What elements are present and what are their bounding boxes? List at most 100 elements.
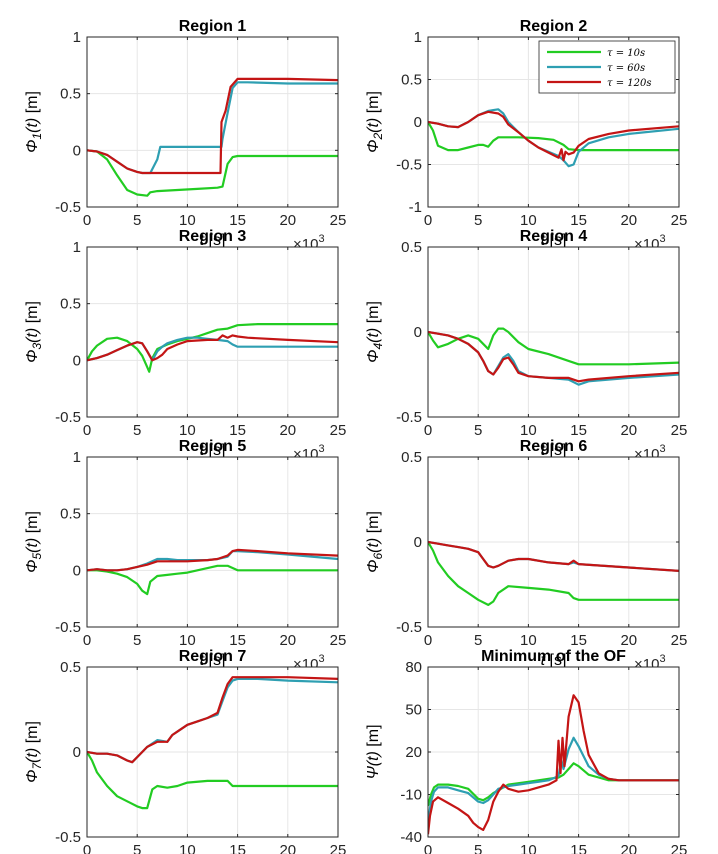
chart-title: Region 7: [179, 648, 247, 665]
y-tick-label: -40: [400, 829, 422, 846]
x-tick-label: 5: [474, 422, 482, 439]
series-line-tau-120s: [87, 548, 338, 572]
series-line-tau-10s: [87, 564, 338, 596]
x-tick-label: 0: [83, 842, 91, 854]
y-tick-label: 0: [73, 744, 81, 761]
x-axis-label: t [s]: [200, 232, 226, 249]
x-tick-label: 10: [179, 212, 196, 229]
x-tick-label: 0: [424, 842, 432, 854]
axes-box: [427, 666, 680, 838]
x-tick-label: 5: [133, 422, 141, 439]
series-line-tau-120s: [87, 676, 338, 764]
y-axis-label: Φ6(t) [m]: [365, 511, 385, 573]
x-tick-label: 15: [229, 422, 246, 439]
y-tick-label: 50: [405, 702, 422, 719]
series-line-tau-120s: [428, 540, 679, 572]
x-tick-label: 10: [520, 422, 537, 439]
x-axis-label: t [s]: [200, 442, 226, 459]
x-tick-label: 0: [83, 422, 91, 439]
chart-panel-8: 0 5 10 15 20 25 -40 -10 20 50 80 Minimum of the OFt…: [365, 648, 687, 854]
x-tick-label: 25: [671, 212, 688, 229]
x-axis-label: t [s]: [541, 442, 567, 459]
series-line-tau-10s: [428, 762, 679, 807]
x-tick-label: 25: [330, 422, 347, 439]
x-axis-label: t [s]: [541, 232, 567, 249]
x-tick-label: 0: [424, 422, 432, 439]
y-axis-label: Φ7(t) [m]: [24, 721, 44, 783]
series-line-tau-120s: [428, 110, 679, 162]
legend-label: τ = 60s: [607, 63, 645, 74]
plot-area: [87, 37, 338, 207]
x-tick-label: 5: [133, 632, 141, 649]
y-tick-label: 0.5: [60, 296, 81, 313]
axes-box: [427, 36, 680, 208]
x-tick-label: 10: [179, 422, 196, 439]
x-tick-label: 10: [179, 632, 196, 649]
y-tick-label: -0.5: [396, 409, 422, 426]
x-tick-label: 20: [279, 632, 296, 649]
y-tick-label: 0: [414, 324, 422, 341]
chart-title: Region 6: [520, 438, 588, 455]
chart-title: Minimum of the OF: [481, 648, 626, 665]
y-tick-label: 0: [73, 142, 81, 159]
y-tick-label: -0.5: [55, 199, 81, 216]
series-line-tau-10s: [87, 751, 338, 810]
chart-title: Region 1: [179, 18, 247, 35]
x-tick-label: 15: [570, 212, 587, 229]
x-tick-label: 20: [620, 212, 637, 229]
axes-box: [427, 456, 680, 628]
x-tick-label: 20: [620, 422, 637, 439]
y-tick-label: -0.5: [396, 619, 422, 636]
legend-label: τ = 120s: [607, 78, 652, 89]
axes-box: [86, 456, 339, 628]
x-tick-label: 15: [570, 422, 587, 439]
x-tick-label: 0: [83, 632, 91, 649]
y-tick-label: -0.5: [55, 829, 81, 846]
x-tick-label: 10: [520, 212, 537, 229]
x-tick-label: 15: [229, 842, 246, 854]
y-tick-label: -0.5: [55, 619, 81, 636]
x-tick-label: 0: [424, 212, 432, 229]
x-tick-label: 0: [424, 632, 432, 649]
series-line-tau-10s: [428, 327, 679, 366]
x-axis-label: t [s]: [541, 652, 567, 669]
y-tick-label: 1: [73, 449, 81, 466]
y-tick-label: -10: [400, 787, 422, 804]
y-tick-label: -0.5: [55, 409, 81, 426]
y-axis-label: Φ5(t) [m]: [24, 511, 44, 573]
y-tick-label: 0: [414, 534, 422, 551]
x-tick-label: 5: [474, 842, 482, 854]
series-line-tau-60s: [428, 736, 679, 823]
series-line-tau-120s: [428, 330, 679, 383]
axes-box: [86, 36, 339, 208]
x-tick-label: 15: [570, 842, 587, 854]
axes-box: [427, 246, 680, 418]
legend-label: τ = 10s: [607, 48, 645, 59]
plot-area: [87, 457, 338, 627]
x-tick-label: 15: [570, 632, 587, 649]
y-axis-label: Φ3(t) [m]: [24, 301, 44, 363]
x-tick-label: 25: [671, 632, 688, 649]
y-axis-label: Φ2(t) [m]: [365, 91, 385, 153]
x-tick-label: 20: [279, 212, 296, 229]
x-tick-label: 25: [330, 212, 347, 229]
y-tick-label: 0.5: [60, 659, 81, 676]
x-tick-label: 20: [279, 842, 296, 854]
x-tick-label: 25: [671, 842, 688, 854]
x-tick-label: 5: [133, 842, 141, 854]
x-tick-label: 20: [620, 632, 637, 649]
x-tick-label: 0: [83, 212, 91, 229]
x-tick-label: 15: [229, 212, 246, 229]
legend: τ = 10s τ = 60s τ = 120s: [538, 40, 676, 94]
y-tick-label: 0: [414, 114, 422, 131]
x-axis-label: t [s]: [200, 652, 226, 669]
y-tick-label: 20: [405, 744, 422, 761]
chart-title: Region 5: [179, 438, 247, 455]
y-tick-label: 1: [73, 239, 81, 256]
